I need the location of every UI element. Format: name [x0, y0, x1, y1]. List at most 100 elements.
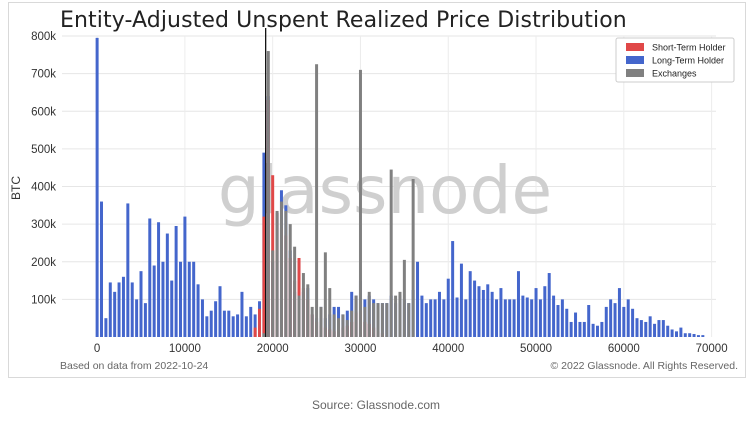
bar-long-term-holder	[490, 291, 494, 337]
bar-long-term-holder	[183, 216, 187, 337]
bar-exchanges	[394, 295, 398, 337]
bar-long-term-holder	[148, 218, 152, 337]
bar-long-term-holder	[113, 291, 117, 337]
chart-title: Entity-Adjusted Unspent Realized Price D…	[60, 8, 627, 33]
bar-long-term-holder	[170, 280, 174, 337]
legend-swatch	[626, 56, 644, 64]
bar-exchanges	[306, 284, 310, 337]
bar-long-term-holder	[657, 320, 661, 337]
bar-long-term-holder	[143, 303, 147, 337]
bar-exchanges	[337, 318, 341, 337]
legend-label: Exchanges	[652, 69, 697, 79]
bar-long-term-holder	[552, 295, 556, 337]
bar-long-term-holder	[534, 288, 538, 337]
bar-exchanges	[332, 314, 336, 337]
axes: 100k 200k 300k 400k 500k 600k 700k 800k 0 10000 20…	[31, 31, 728, 355]
bar-long-term-holder	[565, 308, 569, 337]
bar-exchanges	[284, 210, 288, 337]
bar-exchanges	[288, 224, 292, 337]
bar-exchanges	[398, 291, 402, 337]
bar-long-term-holder	[595, 325, 599, 337]
bar-long-term-holder	[231, 316, 235, 337]
bar-long-term-holder	[196, 284, 200, 337]
bar-long-term-holder	[218, 286, 222, 337]
bar-long-term-holder	[135, 299, 139, 337]
x-tick-label: 0	[94, 343, 100, 355]
bar-long-term-holder	[670, 329, 674, 337]
bar-exchanges	[341, 314, 345, 337]
bar-exchanges	[262, 333, 266, 337]
bar-long-term-holder	[591, 323, 595, 337]
bar-long-term-holder	[609, 299, 613, 337]
bar-short-term-holder	[253, 327, 257, 337]
bar-long-term-holder	[424, 303, 428, 337]
bar-long-term-holder	[648, 316, 652, 337]
bar-short-term-holder	[258, 308, 262, 337]
bar-long-term-holder	[688, 333, 692, 337]
legend-swatch	[626, 69, 644, 77]
bar-long-term-holder	[587, 305, 591, 337]
bar-long-term-holder	[227, 310, 231, 337]
bar-exchanges	[271, 250, 275, 337]
bar-long-term-holder	[701, 335, 705, 337]
y-tick-label: 500k	[31, 144, 56, 156]
bar-long-term-holder	[499, 288, 503, 337]
bar-long-term-holder	[525, 297, 529, 337]
bar-long-term-holder	[512, 299, 516, 337]
bar-long-term-holder	[130, 282, 134, 337]
bar-long-term-holder	[416, 261, 420, 337]
bar-long-term-holder	[214, 301, 218, 337]
bar-long-term-holder	[240, 291, 244, 337]
bar-long-term-holder	[613, 303, 617, 337]
bar-long-term-holder	[639, 320, 643, 337]
bar-long-term-holder	[459, 263, 463, 337]
bar-long-term-holder	[117, 282, 121, 337]
bar-long-term-holder	[442, 299, 446, 337]
bar-long-term-holder	[543, 286, 547, 337]
bar-long-term-holder	[157, 222, 161, 337]
bar-long-term-holder	[205, 316, 209, 337]
bar-long-term-holder	[631, 308, 635, 337]
bars-layer	[95, 37, 705, 338]
bar-long-term-holder	[530, 299, 534, 337]
bar-exchanges	[372, 303, 376, 337]
bar-exchanges	[297, 295, 301, 337]
bar-long-term-holder	[516, 271, 520, 337]
bar-exchanges	[402, 259, 406, 337]
bar-long-term-holder	[486, 284, 490, 337]
bar-long-term-holder	[473, 280, 477, 337]
y-tick-label: 300k	[31, 219, 56, 231]
x-tick-label: 70000	[696, 343, 728, 355]
bar-exchanges	[363, 306, 367, 337]
y-tick-label: 800k	[31, 31, 56, 43]
bar-long-term-holder	[165, 233, 169, 337]
bar-long-term-holder	[582, 321, 586, 337]
bar-long-term-holder	[437, 291, 441, 337]
y-tick-label: 600k	[31, 106, 56, 118]
bar-long-term-holder	[508, 299, 512, 337]
bar-long-term-holder	[635, 318, 639, 337]
bar-long-term-holder	[420, 295, 424, 337]
x-tick-label: 50000	[520, 343, 552, 355]
x-tick-label: 30000	[344, 343, 376, 355]
bar-long-term-holder	[429, 299, 433, 337]
bar-long-term-holder	[121, 276, 125, 337]
bar-long-term-holder	[626, 299, 630, 337]
bar-long-term-holder	[200, 299, 204, 337]
bar-long-term-holder	[604, 306, 608, 337]
bar-exchanges	[310, 306, 314, 337]
bar-long-term-holder	[644, 321, 648, 337]
bar-long-term-holder	[126, 203, 130, 337]
bar-exchanges	[323, 252, 327, 337]
bar-exchanges	[266, 51, 270, 338]
bar-long-term-holder	[578, 321, 582, 337]
bar-exchanges	[350, 310, 354, 337]
data-date-note: Based on data from 2022-10-24	[60, 360, 209, 372]
bar-exchanges	[315, 64, 319, 337]
bar-long-term-holder	[503, 299, 507, 337]
bar-long-term-holder	[683, 333, 687, 337]
bar-long-term-holder	[569, 321, 573, 337]
legend-swatch	[626, 43, 644, 51]
bar-long-term-holder	[679, 327, 683, 337]
